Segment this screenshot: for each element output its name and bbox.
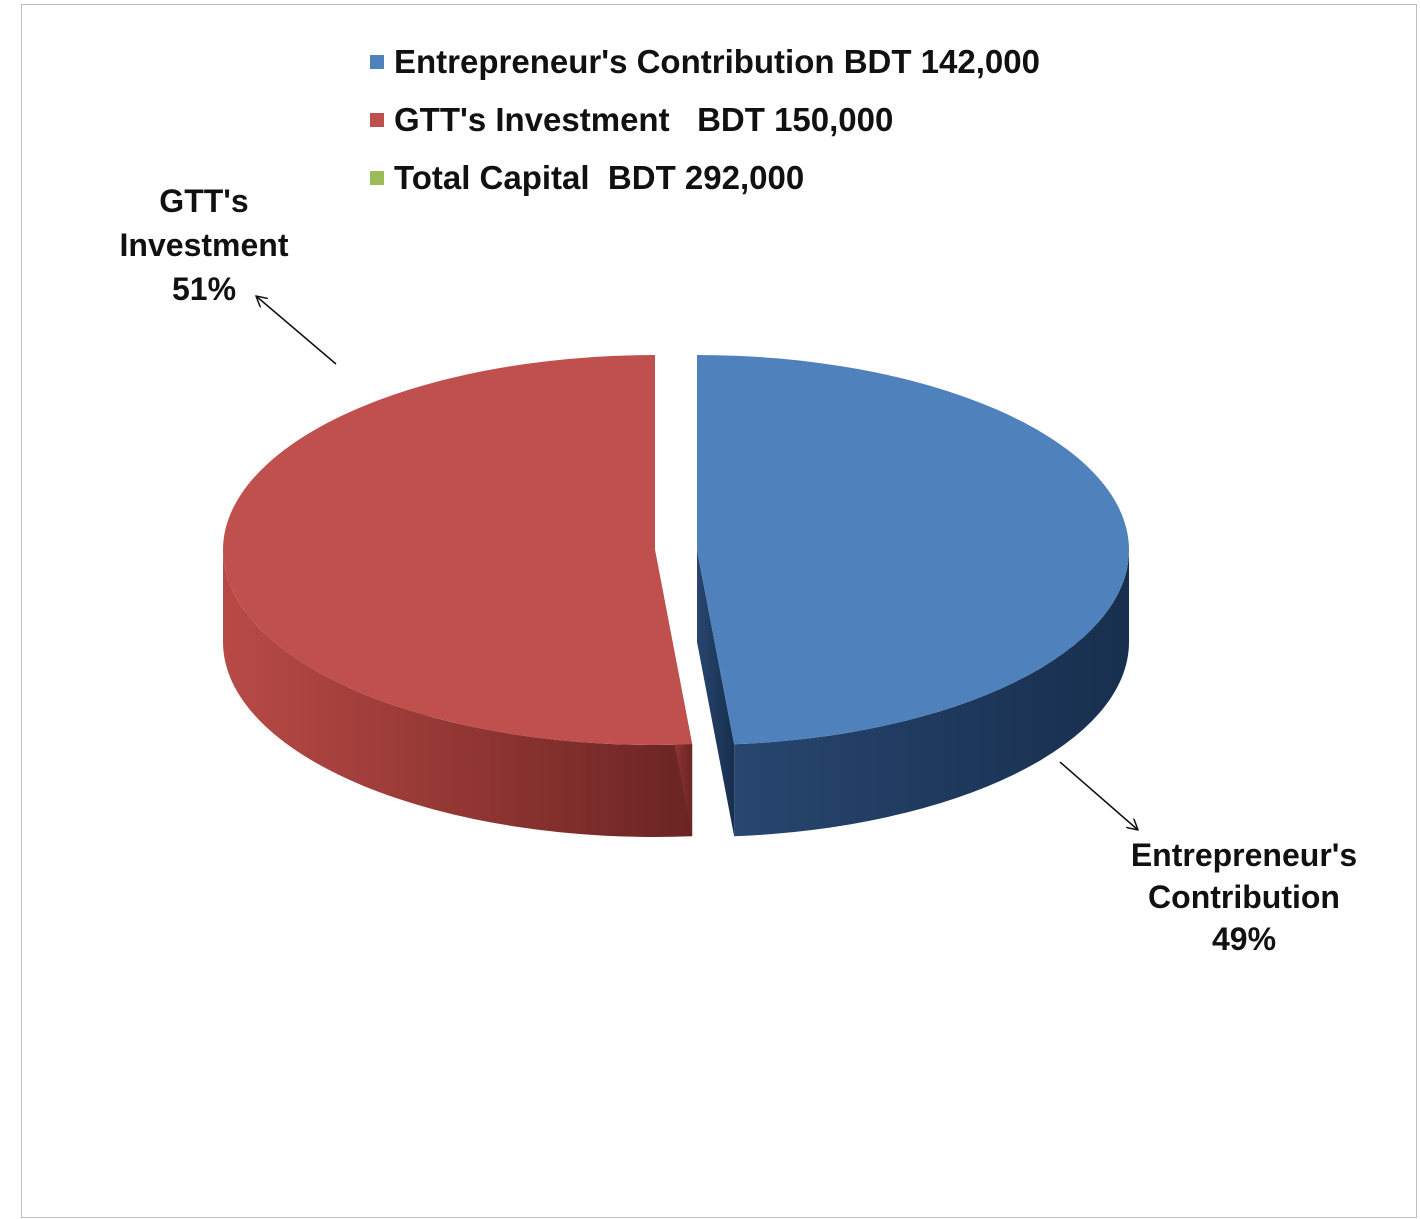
data-label-1-line-2: 51% [172, 271, 236, 307]
data-label-1-line-0: GTT's [159, 183, 248, 219]
data-label-1-line-1: Investment [120, 227, 289, 263]
legend-swatch-gtt [370, 113, 384, 127]
pie-slice-gtt [223, 355, 693, 745]
legend-swatch-entrepreneur [370, 55, 384, 69]
pie-slice-cut-0-1 [697, 550, 735, 837]
data-label-0-line-0: Entrepreneur's [1131, 837, 1357, 873]
data-label-0-line-1: Contribution [1148, 879, 1340, 915]
leader-arrow-1 [256, 296, 337, 365]
legend-label-entrepreneur: Entrepreneur's Contribution BDT 142,000 [394, 43, 1040, 80]
pie-slice-side-1 [223, 550, 693, 837]
legend-label-gtt: GTT's Investment BDT 150,000 [394, 101, 894, 138]
data-label-0-line-2: 49% [1212, 921, 1276, 957]
legend-item-entrepreneur: Entrepreneur's Contribution BDT 142,000 [370, 33, 1040, 91]
pie-slice-entrepreneur [697, 355, 1130, 745]
legend-swatch-total [370, 171, 384, 185]
legend-item-total: Total Capital BDT 292,000 [370, 149, 1040, 207]
legend: Entrepreneur's Contribution BDT 142,000 … [370, 33, 1040, 207]
legend-item-gtt: GTT's Investment BDT 150,000 [370, 91, 1040, 149]
leader-arrow-0 [1059, 761, 1138, 830]
pie-slice-side-0 [734, 550, 1129, 837]
legend-label-total: Total Capital BDT 292,000 [394, 159, 805, 196]
